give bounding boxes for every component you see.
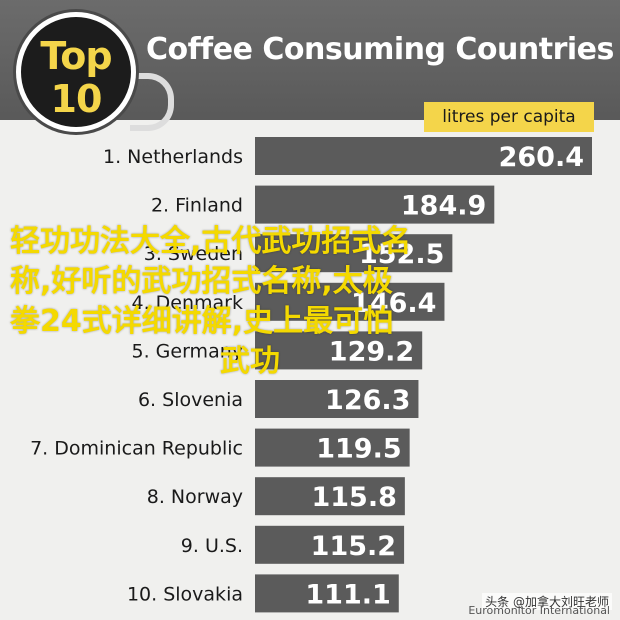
bar-4: [255, 282, 445, 321]
top10-badge-icon: Top 10: [16, 12, 136, 132]
magnifier-handle-icon: [130, 73, 174, 131]
watermark: 头条 @加拿大刘旺老师: [482, 593, 612, 610]
category-label-1: 1. Netherlands: [103, 146, 243, 168]
value-label-1: 260.4: [499, 142, 584, 173]
category-label-9: 9. U.S.: [181, 535, 243, 557]
value-label-5: 129.2: [329, 336, 414, 367]
value-label-2: 184.9: [401, 191, 486, 222]
value-label-3: 152.5: [359, 239, 444, 270]
category-label-10: 10. Slovakia: [127, 583, 243, 605]
bar-8: [255, 477, 405, 516]
value-label-10: 111.1: [305, 579, 390, 610]
overlay-line-3: 拳24式详细讲解,史上最可怕: [10, 304, 394, 339]
overlay-line-1: 轻功功法大全,古代武功招式名: [10, 224, 412, 259]
bar-1: [255, 137, 592, 175]
bar-9: [255, 525, 405, 564]
badge-line-top: Top: [40, 34, 112, 78]
bar-7: [255, 428, 410, 467]
bar-5: [255, 331, 423, 370]
overlay-caption: 轻功功法大全,古代武功招式名 称,好听的武功招式名称,太极 拳24式详细讲解,史…: [10, 222, 590, 382]
badge-line-number: 10: [50, 77, 103, 121]
category-label-3: 3. Sweden: [144, 243, 243, 265]
category-label-4: 4. Denmark: [132, 292, 244, 314]
bar-6: [255, 380, 419, 418]
bar-3: [255, 234, 453, 273]
value-label-9: 115.2: [311, 531, 396, 562]
category-label-7: 7. Dominican Republic: [30, 438, 243, 460]
unit-label: litres per capita: [424, 102, 594, 132]
bar-2: [255, 185, 495, 224]
chart-title: Coffee Consuming Countries: [146, 32, 614, 67]
value-label-7: 119.5: [316, 434, 401, 465]
category-label-5: 5. Germany: [132, 340, 244, 362]
value-label-8: 115.8: [311, 482, 396, 513]
category-label-6: 6. Slovenia: [138, 389, 243, 411]
category-label-8: 8. Norway: [147, 486, 243, 508]
value-label-6: 126.3: [325, 385, 410, 416]
category-label-2: 2. Finland: [151, 195, 243, 217]
source-credit: Euromonitor International: [468, 604, 610, 617]
overlay-line-2: 称,好听的武功招式名称,太极: [10, 264, 393, 299]
overlay-line-4: 武功: [220, 344, 280, 379]
bar-10: [255, 574, 399, 613]
value-label-4: 146.4: [351, 288, 436, 319]
